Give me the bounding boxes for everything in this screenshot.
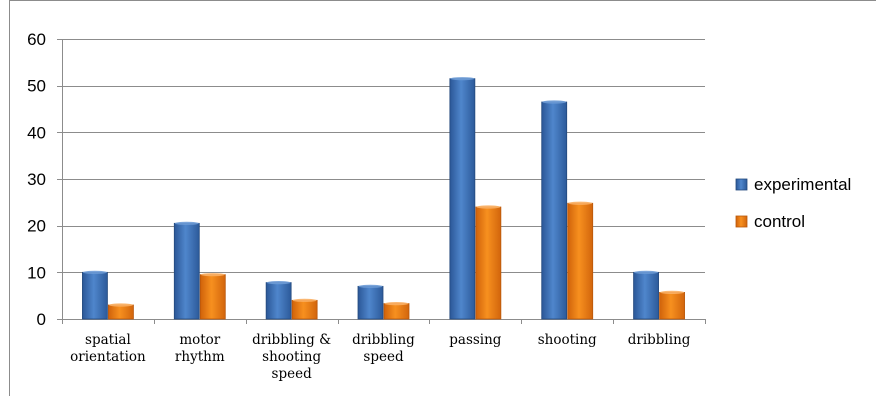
bar-control bbox=[199, 274, 226, 320]
bar-control bbox=[383, 303, 410, 320]
bar-experimental bbox=[449, 78, 476, 320]
gridlines bbox=[57, 39, 706, 324]
x-tick-label: shooting bbox=[262, 349, 321, 365]
bar-top-highlight bbox=[660, 290, 685, 294]
y-tick-label: 60 bbox=[27, 30, 46, 49]
bar-top-highlight bbox=[174, 221, 199, 225]
bar-top-highlight bbox=[358, 284, 383, 288]
bar-experimental bbox=[82, 271, 108, 320]
legend-label: experimental bbox=[754, 175, 851, 194]
y-tick-label: 50 bbox=[27, 77, 46, 96]
y-axis-ticks: 0 10 20 30 40 50 60 bbox=[27, 30, 46, 329]
bar-control bbox=[659, 291, 685, 320]
x-tick-label: spatial bbox=[85, 332, 131, 348]
x-tick-label: shooting bbox=[538, 332, 597, 348]
x-tick-label: passing bbox=[449, 332, 502, 348]
y-tick-label: 20 bbox=[27, 217, 46, 236]
x-tick-label: speed bbox=[363, 349, 404, 365]
y-tick-label: 30 bbox=[27, 170, 46, 189]
y-tick-label: 10 bbox=[27, 263, 46, 282]
bar-top-highlight bbox=[108, 303, 133, 307]
bar-top-highlight bbox=[384, 302, 409, 306]
bar-top-highlight bbox=[450, 77, 475, 81]
x-tick-label: dribbling & bbox=[252, 332, 331, 348]
x-tick-label: orientation bbox=[70, 349, 146, 365]
bar-experimental bbox=[265, 282, 292, 320]
bar-experimental bbox=[357, 285, 384, 320]
bars bbox=[82, 77, 685, 320]
bar-control bbox=[108, 304, 134, 320]
bar-top-highlight bbox=[568, 201, 593, 205]
bar-top-highlight bbox=[266, 281, 291, 285]
x-tick-label: dribbling bbox=[352, 332, 415, 348]
legend-label: control bbox=[754, 212, 805, 231]
x-tick-label: speed bbox=[272, 366, 313, 382]
bar-top-highlight bbox=[634, 270, 659, 274]
bar-top-highlight bbox=[476, 205, 501, 209]
bar-control bbox=[291, 299, 318, 320]
bar-experimental bbox=[541, 101, 568, 320]
x-tick-label: motor bbox=[179, 332, 220, 348]
bar-top-highlight bbox=[292, 298, 317, 302]
x-tick-label: rhythm bbox=[175, 349, 225, 365]
legend: experimental control bbox=[735, 175, 851, 231]
bar-top-highlight bbox=[200, 273, 225, 277]
y-tick-label: 0 bbox=[37, 310, 46, 329]
bar-control bbox=[475, 206, 502, 320]
bar-top-highlight bbox=[82, 270, 107, 274]
bar-experimental bbox=[633, 271, 659, 320]
legend-swatch-control bbox=[735, 215, 748, 228]
bar-experimental bbox=[173, 222, 200, 320]
legend-swatch-experimental bbox=[735, 178, 748, 191]
bar-control bbox=[567, 202, 594, 320]
y-tick-label: 40 bbox=[27, 123, 46, 142]
x-tick-label: dribbling bbox=[628, 332, 691, 348]
bar-top-highlight bbox=[542, 100, 567, 104]
